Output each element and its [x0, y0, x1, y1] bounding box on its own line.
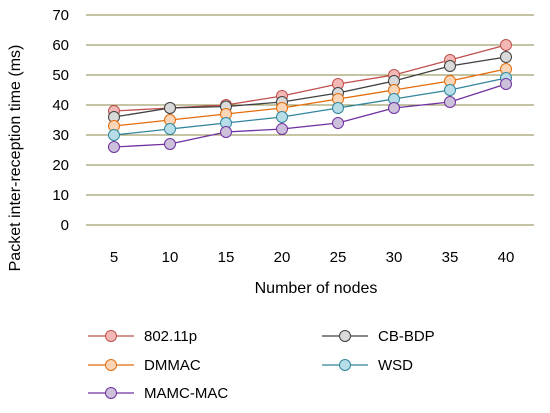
y-tick-label: 30	[52, 127, 69, 144]
y-tick-label: 40	[52, 97, 69, 114]
x-tick-label: 35	[442, 249, 459, 266]
legend-marker	[105, 359, 117, 371]
x-axis-label: Number of nodes	[255, 280, 378, 297]
legend-item: DMMAC	[88, 357, 201, 374]
data-point	[164, 123, 176, 135]
series-1	[108, 51, 512, 123]
data-point	[388, 102, 400, 114]
data-point	[332, 102, 344, 114]
legend-marker	[105, 330, 117, 342]
legend-marker	[339, 359, 351, 371]
series-4	[108, 78, 512, 153]
series-2	[108, 63, 512, 132]
series-group	[108, 39, 512, 153]
data-point	[500, 51, 512, 63]
data-point	[108, 129, 120, 141]
data-point	[220, 126, 232, 138]
legend-marker	[339, 330, 351, 342]
data-point	[500, 78, 512, 90]
legend-marker	[105, 387, 117, 399]
legend-label: DMMAC	[144, 357, 201, 374]
legend-item: WSD	[322, 357, 413, 374]
data-point	[444, 60, 456, 72]
legend-item: CB-BDP	[322, 328, 435, 345]
y-tick-label: 60	[52, 37, 69, 54]
data-point	[108, 141, 120, 153]
x-tick-label: 30	[386, 249, 403, 266]
data-point	[444, 84, 456, 96]
x-tick-label: 15	[218, 249, 235, 266]
data-point	[164, 138, 176, 150]
y-tick-label: 70	[52, 7, 69, 24]
legend-item: 802.11p	[88, 328, 197, 345]
data-point	[500, 39, 512, 51]
series-3	[108, 72, 512, 141]
series-line	[113, 56, 507, 118]
data-point	[276, 111, 288, 123]
legend-label: CB-BDP	[378, 328, 435, 345]
series-line	[113, 68, 507, 127]
y-tick-label: 0	[61, 217, 69, 234]
y-tick-label: 10	[52, 187, 69, 204]
y-tick-label: 20	[52, 157, 69, 174]
series-line	[113, 83, 507, 148]
x-axis-ticks: 5 10 15 20 25 30 35 40	[110, 249, 515, 266]
y-tick-label: 50	[52, 67, 69, 84]
gridlines	[86, 14, 534, 226]
y-axis-ticks: 0 10 20 30 40 50 60 70	[52, 7, 69, 234]
data-point	[164, 102, 176, 114]
x-tick-label: 5	[110, 249, 118, 266]
x-tick-label: 20	[274, 249, 291, 266]
data-point	[332, 117, 344, 129]
series-line	[113, 77, 507, 136]
legend-label: MAMC-MAC	[144, 385, 228, 402]
data-point	[444, 96, 456, 108]
legend-label: WSD	[378, 357, 413, 374]
legend-label: 802.11p	[144, 328, 197, 345]
legend: 802.11p CB-BDP DMMAC WSD MAMC-MAC	[88, 328, 435, 402]
x-tick-label: 40	[498, 249, 515, 266]
legend-item: MAMC-MAC	[88, 385, 228, 402]
x-tick-label: 10	[162, 249, 179, 266]
x-tick-label: 25	[330, 249, 347, 266]
y-axis-label: Packet inter-reception time (ms)	[7, 45, 24, 272]
data-point	[276, 123, 288, 135]
